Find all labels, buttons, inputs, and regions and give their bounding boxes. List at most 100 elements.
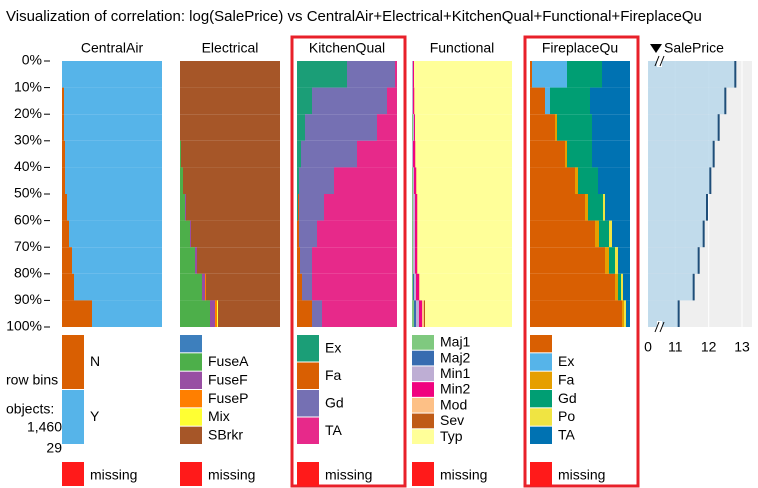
highlight-box	[290, 35, 407, 488]
legend-swatch	[62, 462, 84, 486]
segment	[575, 167, 578, 194]
segment	[297, 300, 312, 327]
legend-label: Y	[90, 408, 100, 424]
segment	[197, 247, 280, 274]
segment	[412, 300, 414, 327]
objects-count: 1,460	[27, 419, 62, 435]
segment	[414, 167, 416, 194]
segment	[297, 247, 300, 274]
highlight-box	[523, 35, 640, 488]
x-tick-label: 12	[701, 339, 717, 355]
y-tick-label: 0%	[22, 52, 42, 68]
legend-swatch	[180, 426, 202, 444]
legend-swatch	[412, 462, 434, 486]
segment	[297, 61, 347, 88]
segment	[186, 194, 280, 221]
column-header: SalePrice	[664, 40, 724, 56]
segment	[297, 194, 298, 221]
segment	[62, 247, 72, 274]
segment	[590, 87, 630, 115]
legend-swatch	[62, 390, 84, 444]
segment	[65, 167, 162, 194]
legend-label: missing	[90, 467, 137, 483]
segment	[413, 220, 415, 248]
legend-label: Sev	[440, 412, 464, 428]
segment	[190, 220, 191, 248]
segment	[413, 273, 414, 301]
segment	[395, 61, 397, 88]
bar	[648, 273, 694, 301]
segment	[418, 220, 512, 248]
segment	[622, 300, 624, 327]
segment	[218, 300, 280, 327]
segment	[624, 300, 626, 327]
segment	[412, 114, 413, 141]
row-bins-label: row bins	[6, 372, 58, 388]
segment	[180, 273, 202, 301]
legend-label: FuseF	[208, 372, 248, 388]
segment	[62, 140, 65, 168]
bar	[648, 87, 726, 115]
segment	[412, 273, 413, 301]
segment	[297, 114, 305, 141]
segment	[299, 167, 334, 194]
segment	[62, 167, 65, 194]
segment	[202, 273, 205, 301]
segment	[425, 300, 512, 327]
legend-label: FuseP	[208, 390, 248, 406]
segment	[414, 61, 512, 88]
x-tick-label: 11	[668, 339, 683, 355]
segment	[565, 140, 567, 168]
legend-label: Typ	[440, 428, 463, 444]
segment	[413, 140, 415, 168]
segment	[317, 220, 397, 248]
legend-swatch	[412, 382, 434, 397]
segment	[417, 220, 418, 248]
y-tick-label: 30%	[14, 132, 42, 148]
legend-label: TA	[325, 422, 343, 438]
segment	[557, 114, 592, 141]
row-bins-count: 29	[46, 440, 62, 456]
legend-swatch	[412, 350, 434, 366]
segment	[578, 167, 598, 194]
segment	[615, 273, 618, 301]
legend-label: SBrkr	[208, 427, 243, 443]
legend-label: Mix	[208, 408, 230, 424]
segment	[312, 273, 397, 301]
y-tick-label: 70%	[14, 238, 42, 254]
segment	[64, 87, 162, 115]
segment	[62, 273, 74, 301]
segment	[210, 300, 215, 327]
segment	[530, 194, 585, 221]
segment	[180, 220, 190, 248]
segment	[592, 114, 630, 141]
segment	[414, 273, 416, 301]
legend-label: Gd	[325, 394, 344, 410]
segment	[415, 247, 417, 274]
axis-break-gap	[657, 55, 662, 67]
bar	[648, 61, 736, 88]
segment	[417, 167, 512, 194]
segment	[417, 194, 418, 221]
segment	[347, 61, 395, 88]
segment	[412, 140, 413, 168]
legend-swatch	[297, 390, 319, 417]
segment	[377, 114, 397, 141]
segment	[74, 273, 162, 301]
segment	[609, 247, 615, 274]
legend-label: Min1	[440, 365, 471, 381]
column-header: Functional	[430, 40, 495, 56]
segment	[299, 220, 317, 248]
segment	[530, 247, 605, 274]
segment	[530, 220, 595, 248]
segment	[416, 273, 419, 301]
segment	[416, 300, 419, 327]
segment	[609, 220, 612, 248]
segment	[412, 220, 413, 248]
segment	[180, 87, 280, 115]
segment	[413, 114, 414, 141]
segment	[334, 167, 397, 194]
legend-label: Ex	[558, 353, 574, 369]
legend-swatch	[530, 335, 552, 353]
legend-swatch	[180, 390, 202, 408]
